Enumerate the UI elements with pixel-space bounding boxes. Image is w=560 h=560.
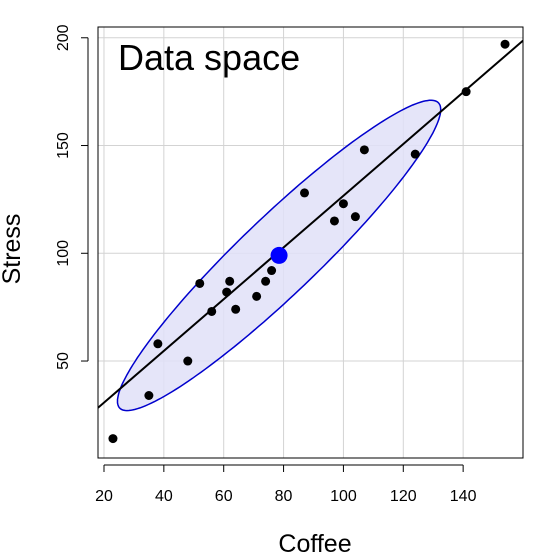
data-point <box>144 391 154 401</box>
y-axis-label: Stress <box>0 214 26 285</box>
y-tick-label: 100 <box>55 240 72 267</box>
chart-title: Data space <box>118 37 300 78</box>
x-axis-label: Coffee <box>278 530 351 558</box>
regression-line <box>98 39 523 409</box>
data-point <box>222 287 232 297</box>
x-tick-label: 20 <box>95 488 113 505</box>
axes: 20 40 60 80 100 120 140 50 100 150 200 <box>55 24 524 505</box>
data-point <box>410 149 420 159</box>
data-point <box>461 87 471 97</box>
data-point <box>225 276 235 286</box>
data-point <box>350 212 360 222</box>
data-point <box>261 276 271 286</box>
data-point <box>195 278 205 288</box>
x-tick-label: 120 <box>390 488 417 505</box>
data-point <box>338 199 348 209</box>
x-tick-label: 140 <box>450 488 477 505</box>
y-tick-label: 50 <box>55 352 72 370</box>
y-tick-label: 200 <box>55 24 72 51</box>
data-point <box>329 216 339 226</box>
data-point <box>231 304 241 314</box>
data-point <box>183 356 193 366</box>
mean-point <box>270 246 288 264</box>
regression-line-layer <box>98 39 523 409</box>
x-tick-label: 60 <box>215 488 233 505</box>
data-point <box>500 39 510 49</box>
data-point <box>267 266 277 276</box>
x-tick-label: 80 <box>275 488 293 505</box>
data-point <box>108 434 118 444</box>
x-tick-label: 100 <box>330 488 357 505</box>
data-point <box>300 188 310 198</box>
data-point <box>153 339 163 349</box>
data-points <box>108 39 510 444</box>
y-tick-label: 150 <box>55 132 72 159</box>
data-point <box>207 306 217 316</box>
data-point <box>359 145 369 155</box>
x-tick-label: 40 <box>155 488 173 505</box>
plot-frame <box>97 26 524 459</box>
data-point <box>252 291 262 301</box>
